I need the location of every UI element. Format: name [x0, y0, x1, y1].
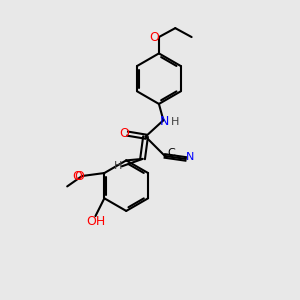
Text: OH: OH — [86, 215, 105, 228]
Text: O: O — [149, 31, 159, 44]
Text: N: N — [186, 152, 194, 162]
Text: H: H — [170, 117, 179, 127]
Text: H: H — [114, 161, 122, 171]
Text: O: O — [74, 169, 84, 182]
Text: O: O — [119, 127, 129, 140]
Text: O: O — [73, 169, 82, 182]
Text: C: C — [167, 148, 175, 158]
Text: N: N — [160, 115, 170, 128]
